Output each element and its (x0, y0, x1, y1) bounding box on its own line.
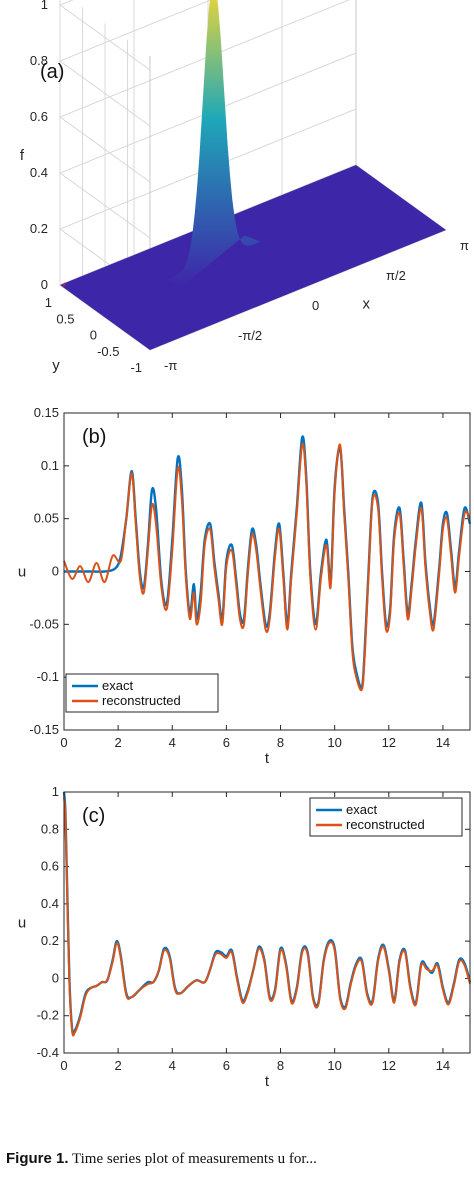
y-tick-label: 0.5 (56, 311, 74, 326)
line-chart-b: 0 2 4 6 8 10 12 14 0.15 0.1 0.05 0 -0.05 -0.1 -0.15 t u (… (18, 405, 472, 767)
y-tick-label: 0.6 (41, 859, 59, 874)
y-axis-label: y (52, 357, 60, 374)
legend-label-exact: exact (346, 802, 377, 817)
y-tick-label: 0 (52, 970, 59, 985)
legend-box (65, 673, 219, 713)
z-tick-label: 0.4 (30, 165, 48, 180)
legend-label-exact: exact (102, 678, 133, 693)
y-axis-label: u (18, 564, 26, 581)
y-tick-label: 0.8 (41, 821, 59, 836)
x-tick-label: 14 (436, 1058, 450, 1073)
z-tick-label: 0 (41, 277, 48, 292)
sensor-marker: * (62, 281, 67, 293)
z-tick-label: 0.8 (30, 53, 48, 68)
x-tick-label: π (460, 238, 469, 253)
x-tick-label: 0 (60, 735, 67, 750)
legend-label-reconstructed: reconstructed (102, 693, 181, 708)
surface-base (60, 165, 446, 350)
x-tick-label: 12 (382, 1058, 396, 1073)
series-line-reconstructed (63, 442, 471, 692)
z-tick-label: 0.2 (30, 221, 48, 236)
z-tick-label: 0.6 (30, 109, 48, 124)
surface-peak (166, 0, 261, 287)
y-tick-label: 0.05 (34, 511, 59, 526)
y-axis-label: u (18, 915, 26, 932)
z-tick-label: 1 (41, 0, 48, 12)
x-tick-label: 0 (60, 1058, 67, 1073)
plot-frame (63, 412, 471, 731)
legend-box (309, 797, 463, 837)
x-axis-label: t (265, 1073, 270, 1090)
x-axis-label: x (363, 296, 371, 313)
x-tick-label: 6 (223, 735, 230, 750)
surface-plot-a: 00.20.40.60.81*-π-π/20π/2π10.50-0.5-1fxy… (20, 0, 469, 375)
x-tick-label: 12 (382, 735, 396, 750)
y-tick-label: -0.4 (37, 1045, 59, 1060)
x-tick-label: 0 (312, 298, 319, 313)
figure-caption: Figure 1. Time series plot of measuremen… (6, 1150, 317, 1168)
x-tick-label: 2 (115, 1058, 122, 1073)
x-tick-label: 8 (277, 735, 284, 750)
x-tick-label: π/2 (386, 268, 406, 283)
x-tick-label: 10 (327, 1058, 341, 1073)
y-tick-label: -0.2 (37, 1008, 59, 1023)
legend-label-reconstructed: reconstructed (346, 817, 425, 832)
y-tick-label: -1 (130, 360, 142, 375)
x-tick-label: 4 (169, 735, 176, 750)
line-chart-c: 0 2 4 6 8 10 12 14 1 0.8 0.6 0.4 0.2 0 -0.2 -0.4 t u (c) ex… (18, 784, 472, 1090)
y-tick-label: -0.5 (97, 344, 119, 359)
panel-label: (a) (40, 61, 64, 83)
panel-label: (c) (82, 805, 105, 827)
y-tick-label: -0.15 (29, 722, 59, 737)
y-tick-label: 0 (52, 564, 59, 579)
y-tick-label: 1 (52, 784, 59, 799)
x-tick-label: 6 (223, 1058, 230, 1073)
x-tick-label: 2 (115, 735, 122, 750)
x-tick-label: -π (164, 358, 177, 373)
z-axis-label: f (20, 147, 25, 164)
caption-text: Time series plot of measurements u for..… (72, 1151, 317, 1167)
y-tick-label: 0.1 (41, 458, 59, 473)
y-tick-label: 1 (45, 295, 52, 310)
x-axis-label: t (265, 750, 270, 767)
series-line-reconstructed (63, 797, 471, 1037)
y-tick-label: -0.05 (29, 616, 59, 631)
y-tick-label: 0 (90, 328, 97, 343)
panel-label: (b) (82, 426, 106, 448)
y-tick-label: -0.1 (37, 669, 59, 684)
x-tick-label: 4 (169, 1058, 176, 1073)
y-tick-label: 0.2 (41, 933, 59, 948)
y-tick-label: 0.15 (34, 405, 59, 420)
x-tick-label: 10 (327, 735, 341, 750)
x-tick-label: -π/2 (238, 328, 262, 343)
caption-label: Figure 1. (6, 1150, 69, 1167)
x-tick-label: 14 (436, 735, 450, 750)
plot-frame (63, 791, 471, 1054)
x-tick-label: 8 (277, 1058, 284, 1073)
y-tick-label: 0.4 (41, 896, 59, 911)
